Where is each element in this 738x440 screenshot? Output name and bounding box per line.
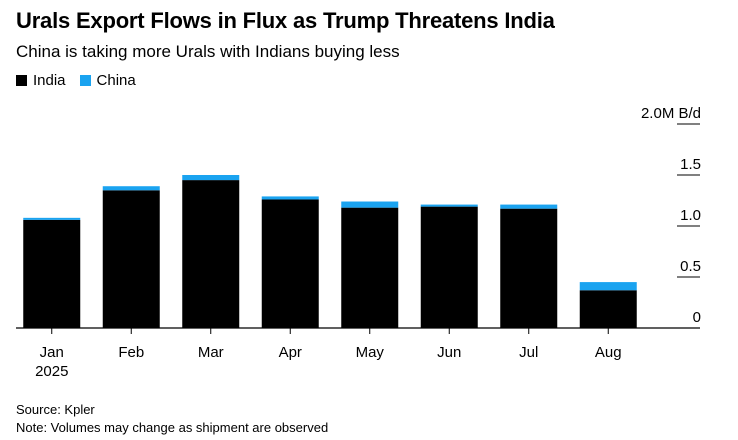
legend-item-india: India — [16, 72, 66, 89]
footnote: Note: Volumes may change as shipment are… — [16, 420, 329, 435]
bar-india-mar — [182, 180, 240, 328]
bar-china-mar — [182, 175, 240, 181]
bar-china-jul — [500, 204, 558, 209]
bar-india-apr — [261, 199, 319, 328]
bar-india-jun — [420, 206, 478, 328]
bar-china-aug — [579, 282, 637, 291]
legend: India China — [16, 72, 136, 89]
x-tick-sublabel: 2025 — [35, 363, 68, 380]
x-tick-label: Apr — [279, 344, 302, 361]
legend-swatch-china — [79, 75, 91, 86]
bar-india-jul — [500, 208, 558, 328]
chart-subtitle: China is taking more Urals with Indians … — [16, 42, 400, 61]
y-tick-label: 0.5 — [680, 258, 701, 275]
bar-india-may — [341, 207, 399, 328]
x-tick-label: Feb — [118, 344, 144, 361]
x-tick-label: Jun — [437, 344, 461, 361]
y-tick-label: 0 — [693, 309, 701, 326]
bar-china-may — [341, 201, 399, 208]
x-tick-label: Jul — [519, 344, 538, 361]
bar-china-jun — [420, 204, 478, 207]
y-tick-label: 1.0 — [680, 207, 701, 224]
source-note: Source: Kpler — [16, 402, 95, 417]
bar-india-aug — [579, 290, 637, 328]
legend-label-china: China — [96, 72, 136, 89]
x-tick-label: May — [356, 344, 385, 361]
bar-china-apr — [261, 196, 319, 200]
bar-india-feb — [102, 190, 160, 328]
legend-label-india: India — [33, 72, 66, 89]
legend-item-china: China — [79, 72, 136, 89]
y-tick-label: 1.5 — [680, 156, 701, 173]
y-tick-label: 2.0M B/d — [641, 105, 701, 122]
legend-swatch-india — [16, 75, 27, 86]
x-tick-label: Aug — [595, 344, 622, 361]
bar-india-jan — [23, 219, 81, 328]
chart-title: Urals Export Flows in Flux as Trump Thre… — [16, 8, 555, 33]
x-tick-label: Mar — [198, 344, 224, 361]
bar-china-jan — [23, 217, 81, 220]
bar-china-feb — [102, 186, 160, 191]
x-tick-label: Jan — [40, 344, 64, 361]
